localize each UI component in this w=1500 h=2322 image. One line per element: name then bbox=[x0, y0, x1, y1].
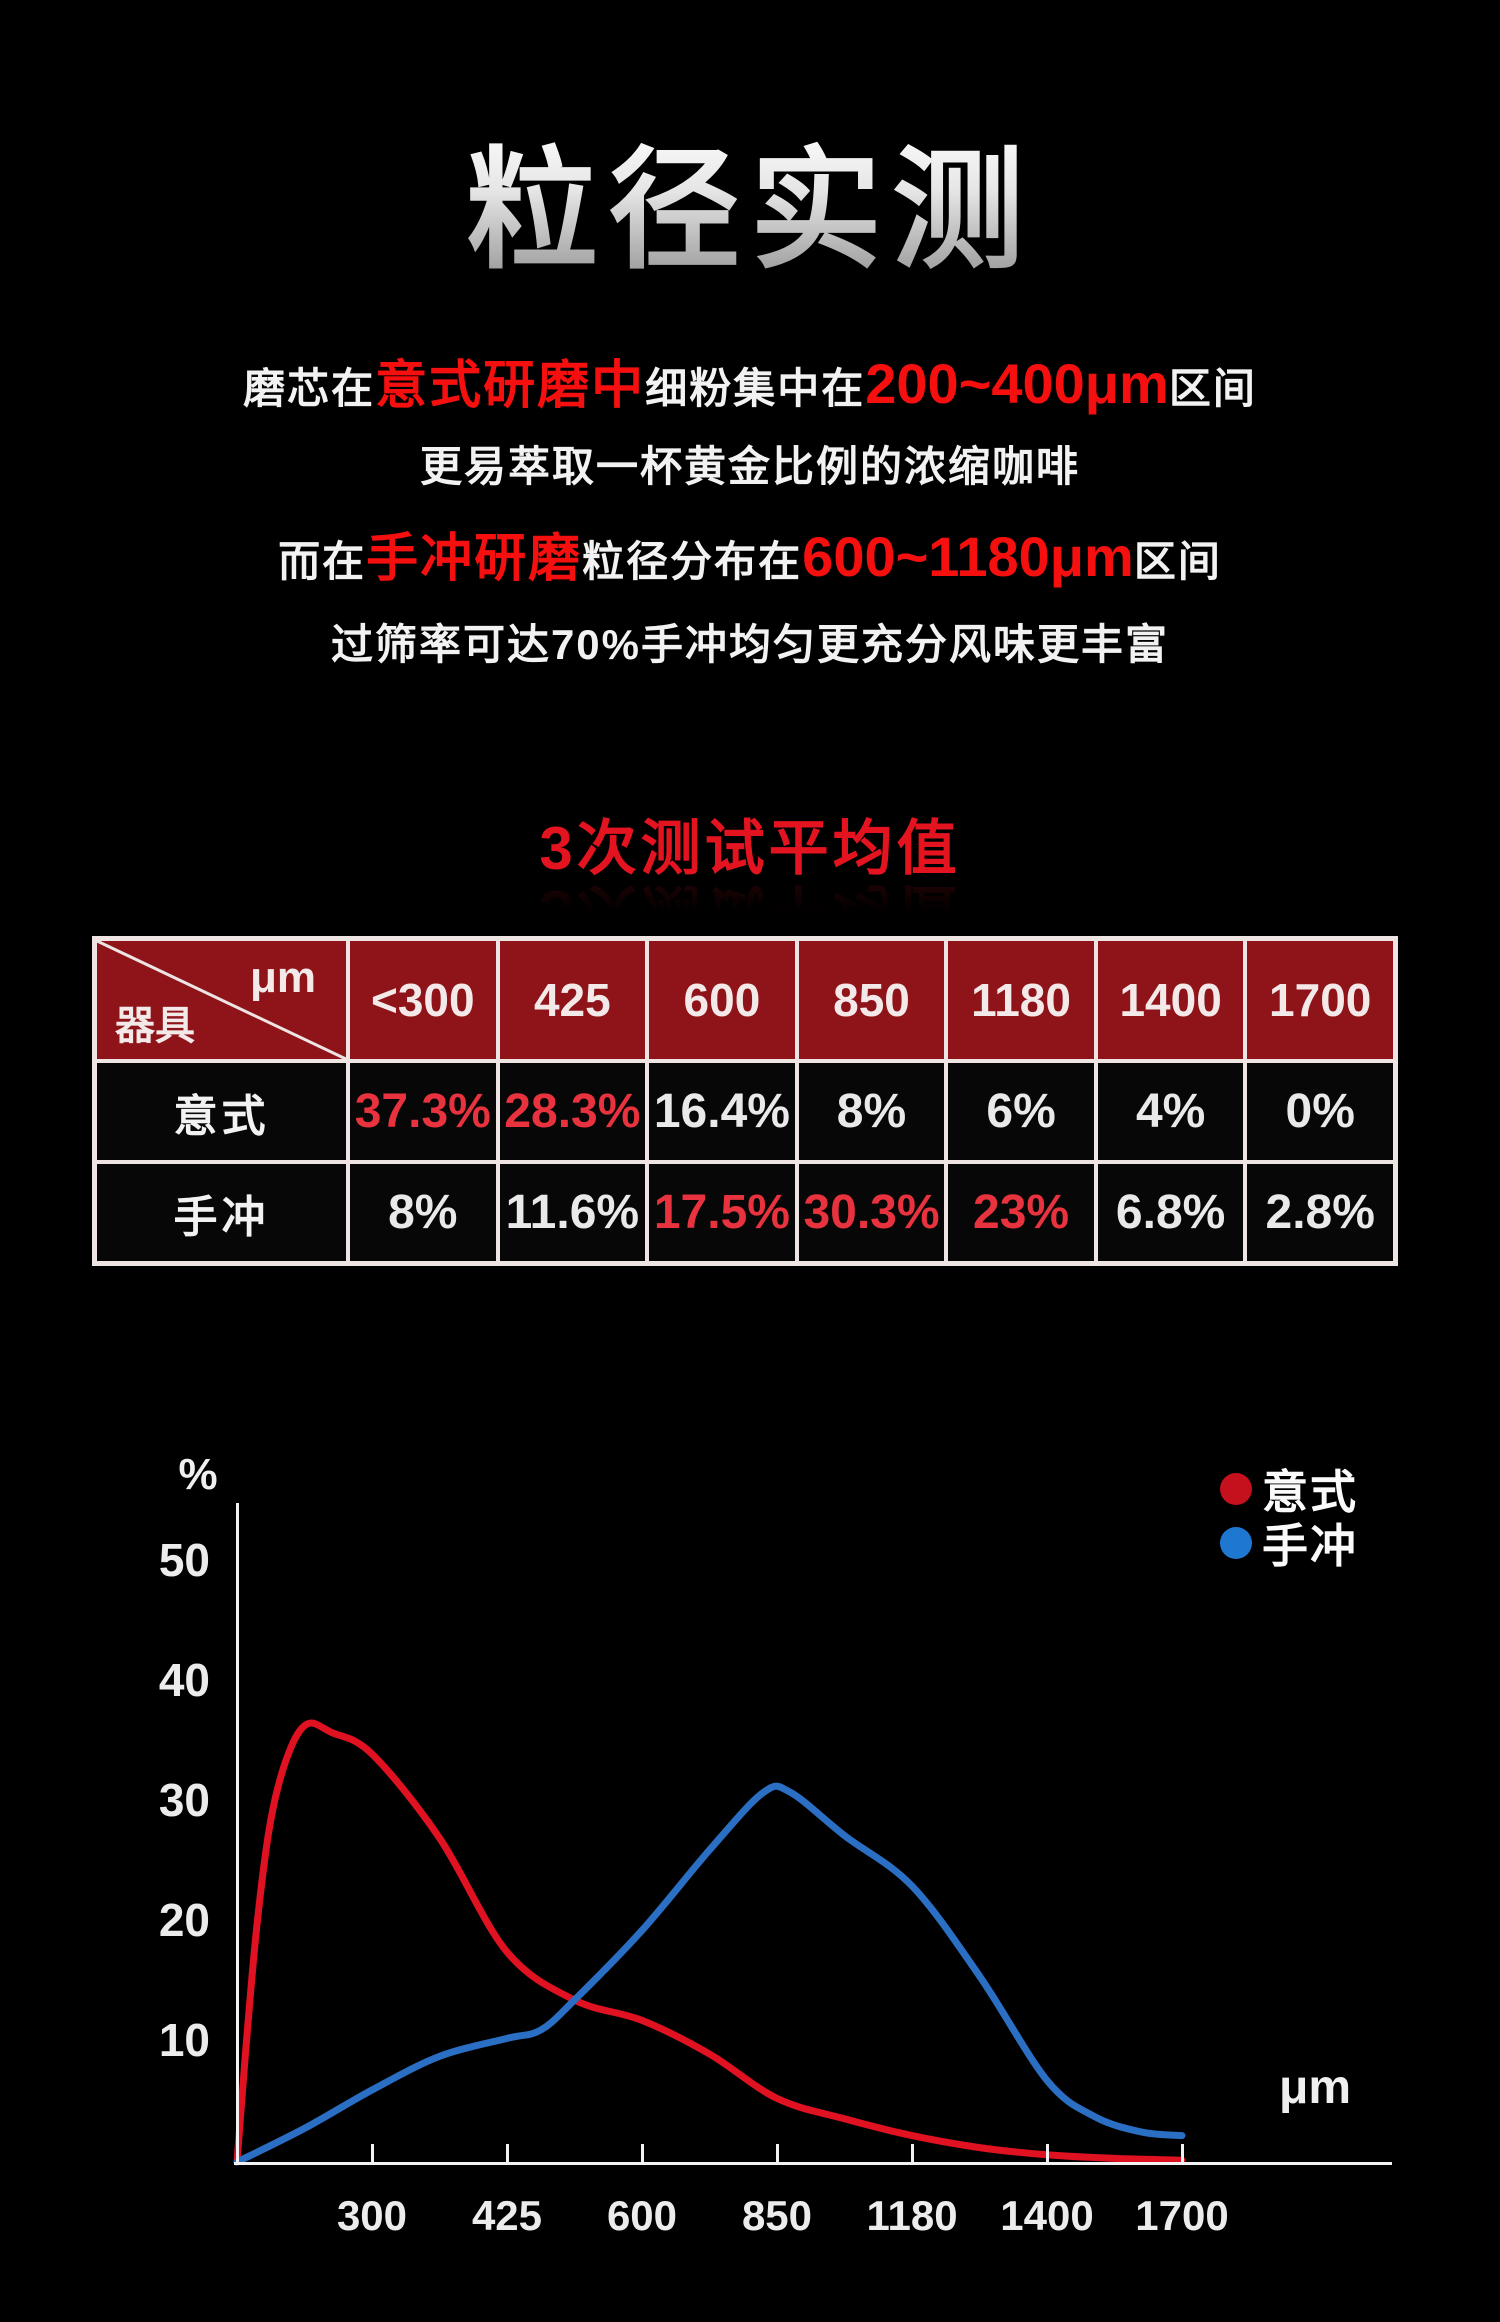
value-cell: 28.3% bbox=[497, 1061, 648, 1162]
intro-text-segment: 过筛率可达70%手冲均匀更充分风味更丰富 bbox=[330, 621, 1170, 668]
value-cell: 2.8% bbox=[1245, 1162, 1395, 1263]
row-label: 意式 bbox=[95, 1061, 348, 1162]
x-tick-label: 425 bbox=[471, 2192, 543, 2239]
x-tick-label: 850 bbox=[741, 2192, 813, 2239]
intro-line-1: 磨芯在 意式研磨中 细粉集中在 200~400μm 区间 bbox=[0, 343, 1500, 418]
x-tick-mark bbox=[1046, 2144, 1049, 2164]
y-tick-label: 50 bbox=[158, 1534, 210, 1586]
x-tick-label: 300 bbox=[336, 2192, 408, 2239]
column-header: 850 bbox=[796, 939, 947, 1061]
value-cell: 0% bbox=[1245, 1061, 1395, 1162]
x-tick-label: 1700 bbox=[1135, 2192, 1229, 2239]
x-tick-label: 1180 bbox=[866, 2192, 958, 2239]
row-label: 手冲 bbox=[95, 1162, 348, 1263]
legend-item-label: 手冲 bbox=[1262, 1520, 1358, 1572]
value-cell: 6% bbox=[946, 1061, 1096, 1162]
x-tick-label: 1400 bbox=[1000, 2192, 1094, 2239]
x-tick-mark bbox=[506, 2144, 509, 2164]
value-cell: 16.4% bbox=[647, 1061, 797, 1162]
column-header: <300 bbox=[348, 939, 498, 1061]
column-header: 600 bbox=[647, 939, 797, 1061]
pourover-legend-dot-icon bbox=[1220, 1527, 1252, 1559]
intro-text-segment: 手冲研磨 bbox=[366, 530, 583, 588]
corner-device-label: 器具 bbox=[115, 1004, 195, 1048]
curve-pourover bbox=[233, 1782, 1186, 2166]
intro-text-segment: 区间 bbox=[1168, 365, 1257, 412]
intro-line-2: 更易萃取一杯黄金比例的浓缩咖啡 bbox=[0, 433, 1500, 494]
intro-line-3: 而在 手冲研磨 粒径分布在 600~1180μm 区间 bbox=[0, 516, 1500, 591]
x-axis-unit-label: μm bbox=[1278, 2061, 1352, 2114]
intro-line-4: 过筛率可达70%手冲均匀更充分风味更丰富 bbox=[0, 611, 1500, 672]
intro-text-segment: 意式研磨中 bbox=[375, 357, 646, 415]
legend-item-pourover: 手冲 bbox=[1220, 1516, 1358, 1572]
page-title: 粒径实测 bbox=[0, 104, 1500, 295]
column-header: 425 bbox=[497, 939, 648, 1061]
intro-text-segment: 而在 bbox=[278, 538, 367, 585]
y-tick-label: 40 bbox=[158, 1654, 210, 1706]
table-corner-cell: μm 器具 bbox=[95, 939, 348, 1061]
value-cell: 8% bbox=[796, 1061, 947, 1162]
y-tick-label: 10 bbox=[158, 2014, 210, 2066]
section-heading: 3次测试平均值 bbox=[539, 815, 961, 882]
intro-text-segment: 区间 bbox=[1133, 538, 1222, 585]
x-tick-mark bbox=[1181, 2144, 1184, 2164]
y-axis-unit-label: % bbox=[178, 1450, 218, 1499]
value-cell: 4% bbox=[1095, 1061, 1246, 1162]
intro-text-segment: 600~1180μm bbox=[802, 525, 1134, 588]
curve-espresso bbox=[233, 1719, 1186, 2166]
x-tick-mark bbox=[371, 2144, 374, 2164]
y-tick-label: 20 bbox=[158, 1894, 210, 1946]
y-axis-line bbox=[236, 1503, 239, 2165]
corner-diagonal-line bbox=[97, 941, 346, 1059]
value-cell: 37.3% bbox=[348, 1061, 498, 1162]
column-header: 1180 bbox=[946, 939, 1096, 1061]
x-axis-line bbox=[234, 2162, 1392, 2165]
x-tick-mark bbox=[776, 2144, 779, 2164]
x-tick-mark bbox=[641, 2144, 644, 2164]
results-table: μm 器具 <300 425 600 850 1180 1400 1700 意式 37.3% 28.3… bbox=[92, 936, 1398, 1266]
column-header: 1700 bbox=[1245, 939, 1395, 1061]
legend-item-label: 意式 bbox=[1262, 1466, 1358, 1518]
value-cell: 11.6% bbox=[497, 1162, 648, 1263]
intro-text-segment: 粒径分布在 bbox=[582, 538, 803, 585]
corner-unit-label: μm bbox=[249, 953, 316, 1002]
chart-legend: 意式 手冲 bbox=[1220, 1462, 1358, 1572]
intro-text-segment: 细粉集中在 bbox=[645, 365, 866, 412]
x-tick-mark bbox=[911, 2144, 914, 2164]
x-tick-label: 600 bbox=[606, 2192, 678, 2239]
intro-text-segment: 更易萃取一杯黄金比例的浓缩咖啡 bbox=[419, 443, 1080, 490]
value-cell: 6.8% bbox=[1095, 1162, 1246, 1263]
intro-text-segment: 200~400μm bbox=[865, 352, 1169, 415]
value-cell: 17.5% bbox=[647, 1162, 797, 1263]
espresso-legend-dot-icon bbox=[1220, 1473, 1252, 1505]
legend-item-espresso: 意式 bbox=[1220, 1462, 1358, 1518]
y-tick-label: 30 bbox=[158, 1774, 210, 1826]
intro-text-segment: 磨芯在 bbox=[243, 365, 376, 412]
value-cell: 23% bbox=[946, 1162, 1096, 1263]
value-cell: 8% bbox=[348, 1162, 498, 1263]
value-cell: 30.3% bbox=[796, 1162, 947, 1263]
column-header: 1400 bbox=[1095, 939, 1246, 1061]
